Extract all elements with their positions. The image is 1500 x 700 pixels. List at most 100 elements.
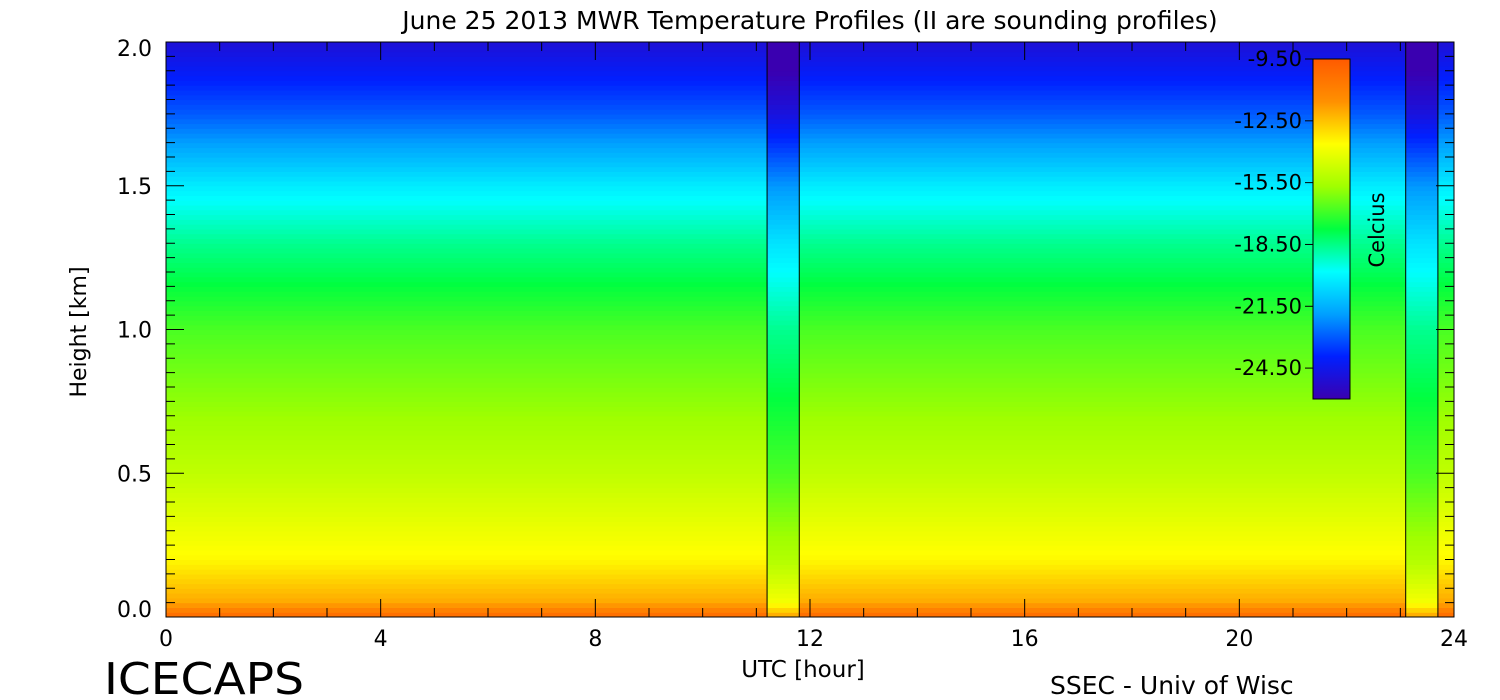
sounding-band — [767, 444, 800, 450]
heatmap-band — [166, 70, 1454, 77]
x-tick-label: 20 — [1225, 627, 1253, 652]
sounding-band — [767, 559, 800, 565]
heatmap-band — [166, 593, 1454, 599]
sounding-band — [767, 85, 800, 91]
sounding-band — [1405, 530, 1438, 537]
heatmap-band — [166, 291, 1454, 297]
sounding-band — [1405, 559, 1438, 565]
sounding-band — [767, 243, 800, 249]
sounding-band — [1405, 99, 1438, 105]
sounding-band — [767, 46, 800, 53]
sounding-band — [767, 99, 800, 105]
sounding-band — [767, 439, 800, 446]
heatmap-band — [166, 267, 1454, 273]
y-tick-label: 0.5 — [117, 462, 152, 487]
heatmap-band — [166, 377, 1454, 383]
sounding-band — [767, 521, 800, 527]
heatmap-band — [166, 238, 1454, 244]
sounding-band — [1405, 171, 1438, 177]
sounding-band — [767, 463, 800, 470]
sounding-band — [767, 377, 800, 383]
x-tick-label: 8 — [588, 627, 602, 652]
heatmap-band — [166, 142, 1454, 149]
sounding-band — [767, 425, 800, 431]
sounding-band — [1405, 391, 1438, 398]
sounding-band — [767, 185, 800, 192]
sounding-band — [767, 238, 800, 244]
sounding-band — [767, 612, 800, 617]
sounding-band — [767, 233, 800, 240]
sounding-band — [767, 319, 800, 326]
sounding-band — [1405, 502, 1438, 508]
sounding-band — [767, 401, 800, 407]
sounding-band — [767, 535, 800, 541]
heatmap-band — [166, 324, 1454, 331]
sounding-band — [1405, 276, 1438, 283]
sounding-band — [1405, 214, 1438, 220]
heatmap-band — [166, 334, 1454, 340]
sounding-band — [767, 602, 800, 609]
heatmap-band — [166, 137, 1454, 144]
heatmap-band — [166, 300, 1454, 307]
sounding-band — [1405, 482, 1438, 489]
sounding-band — [767, 51, 800, 57]
sounding-band — [767, 89, 800, 96]
sounding-band — [1405, 133, 1438, 139]
sounding-band — [767, 128, 800, 134]
sounding-band — [767, 588, 800, 594]
sounding-band — [767, 554, 800, 561]
heatmap-band — [166, 104, 1454, 110]
heatmap-band — [166, 578, 1454, 585]
sounding-band — [1405, 286, 1438, 292]
sounding-band — [1405, 372, 1438, 379]
heatmap-band — [166, 224, 1454, 230]
heatmap-band — [166, 454, 1454, 460]
sounding-band — [767, 410, 800, 417]
heatmap-band — [166, 252, 1454, 259]
colorbar — [1312, 58, 1351, 400]
heatmap-band — [166, 420, 1454, 426]
sounding-band — [1405, 343, 1438, 350]
heatmap-band — [166, 391, 1454, 398]
sounding-band — [1405, 267, 1438, 273]
sounding-band — [1405, 444, 1438, 450]
sounding-band — [1405, 252, 1438, 259]
sounding-band — [1405, 315, 1438, 321]
sounding-band — [767, 358, 800, 364]
sounding-band — [1405, 195, 1438, 201]
sounding-band — [1405, 305, 1438, 311]
sounding-band — [1405, 310, 1438, 316]
heatmap-band — [166, 406, 1454, 412]
heatmap-band — [166, 61, 1454, 67]
heatmap-band — [166, 439, 1454, 446]
heatmap-band — [166, 339, 1454, 345]
heatmap-band — [166, 487, 1454, 494]
sounding-band — [767, 348, 800, 355]
sounding-band — [1405, 396, 1438, 402]
sounding-band — [767, 118, 800, 125]
sounding-profile — [1405, 42, 1439, 617]
sounding-band — [1405, 430, 1438, 436]
sounding-band — [767, 133, 800, 139]
sounding-band — [1405, 487, 1438, 494]
sounding-band — [1405, 128, 1438, 134]
sounding-band — [1405, 51, 1438, 57]
sounding-band — [767, 387, 800, 393]
heatmap-band — [166, 147, 1454, 153]
sounding-band — [767, 310, 800, 316]
heatmap-band — [166, 200, 1454, 206]
heatmap-band — [166, 415, 1454, 422]
sounding-frame — [766, 42, 800, 617]
sounding-band — [1405, 238, 1438, 244]
sounding-band — [1405, 439, 1438, 446]
heatmap-band — [166, 152, 1454, 158]
sounding-band — [767, 324, 800, 331]
sounding-band — [767, 305, 800, 311]
heatmap-band — [166, 387, 1454, 393]
heatmap-band — [166, 583, 1454, 589]
sounding-band — [1405, 176, 1438, 182]
heatmap-band — [166, 80, 1454, 86]
heatmap-band — [166, 535, 1454, 541]
x-tick-label: 24 — [1440, 627, 1468, 652]
heatmap-band — [166, 401, 1454, 407]
